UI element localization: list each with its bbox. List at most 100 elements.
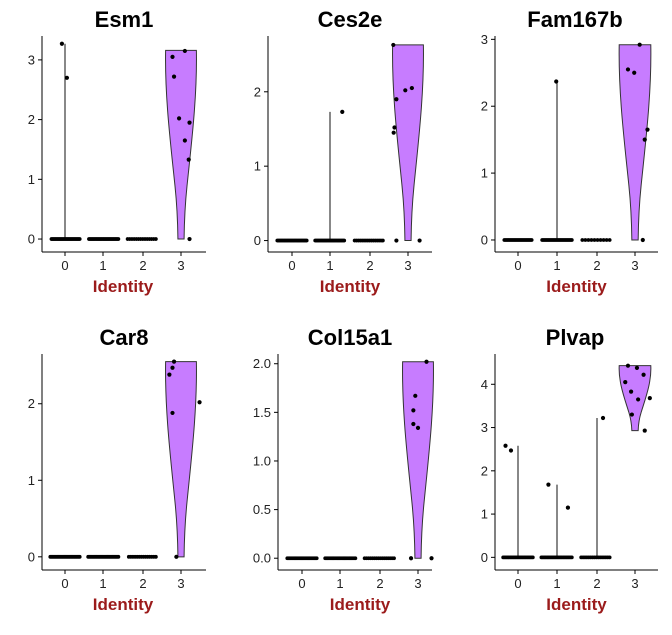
data-point	[647, 396, 652, 401]
panel-ces2e: Ces2e 0 1 2 0 1 2 3 Identity	[254, 7, 432, 296]
data-point	[391, 130, 396, 135]
x-tick-label: 1	[553, 258, 560, 273]
panel-title: Fam167b	[527, 7, 622, 32]
y-tick-label: 1	[481, 507, 488, 522]
data-point	[408, 556, 414, 561]
data-point	[116, 554, 121, 559]
x-tick-label: 3	[631, 258, 638, 273]
x-tick-label: 3	[631, 576, 638, 591]
data-point	[503, 443, 508, 448]
data-point	[380, 238, 385, 243]
x-tick-label: 0	[288, 258, 295, 273]
y-tick-label: 2	[28, 112, 35, 127]
data-point	[636, 397, 641, 402]
data-point	[403, 88, 408, 93]
data-point	[314, 556, 319, 561]
data-point	[353, 556, 358, 561]
y-tick-label: 4	[481, 377, 488, 392]
x-tick-label: 1	[99, 258, 106, 273]
violin-cluster-3	[165, 49, 197, 240]
panel-title: Car8	[100, 325, 149, 350]
data-point	[589, 238, 594, 242]
data-point	[176, 116, 182, 121]
data-point	[640, 237, 645, 243]
data-point	[153, 554, 158, 559]
data-point	[645, 127, 650, 132]
data-point	[391, 42, 396, 48]
x-axis-title: Identity	[320, 277, 381, 296]
y-tick-label: 2	[254, 84, 261, 99]
y-tick-label: 0	[28, 549, 35, 564]
y-tick-label: 2.0	[253, 356, 271, 371]
data-point	[601, 238, 606, 242]
panel-fam167b: Fam167b 0 1 2 3 0 1 2 3 Identity	[481, 7, 658, 296]
y-tick-label: 3	[481, 32, 488, 47]
x-tick-label: 0	[298, 576, 305, 591]
data-point	[641, 372, 646, 377]
x-tick-label: 3	[414, 576, 421, 591]
data-point	[546, 482, 551, 487]
y-tick-label: 1.0	[253, 453, 271, 468]
data-point	[197, 400, 202, 405]
data-point	[77, 554, 82, 559]
data-point	[424, 359, 429, 364]
y-tick-label: 0	[481, 232, 488, 247]
data-point	[642, 137, 647, 142]
data-point	[409, 85, 414, 91]
violin-cluster-3	[392, 44, 424, 242]
panel-title: Esm1	[95, 7, 154, 32]
data-point	[565, 505, 571, 510]
x-tick-label: 2	[593, 576, 600, 591]
panel-title: Plvap	[546, 325, 605, 350]
x-tick-label: 0	[61, 576, 68, 591]
panel-plvap: Plvap 0 1 2 3 4 0 1 2 3 Identity	[481, 325, 658, 614]
x-tick-label: 0	[514, 576, 521, 591]
y-tick-label: 2	[481, 99, 488, 114]
y-tick-label: 0	[28, 232, 35, 247]
x-axis-title: Identity	[93, 277, 154, 296]
data-point	[59, 41, 65, 46]
x-tick-label: 1	[99, 576, 106, 591]
data-point	[554, 79, 559, 84]
x-tick-label: 2	[139, 258, 146, 273]
y-tick-label: 0.0	[253, 551, 271, 566]
data-point	[182, 138, 187, 143]
x-tick-label: 2	[593, 258, 600, 273]
data-point	[417, 238, 422, 243]
x-tick-label: 1	[336, 576, 343, 591]
data-point	[170, 365, 175, 370]
data-point	[629, 389, 634, 394]
violin-cluster-3	[402, 361, 434, 559]
data-point	[170, 410, 175, 416]
data-point	[625, 67, 631, 72]
y-tick-label: 0	[481, 550, 488, 565]
data-point	[411, 408, 416, 413]
y-tick-label: 1	[481, 166, 488, 181]
data-point	[415, 425, 421, 431]
data-point	[530, 555, 535, 560]
violin-cluster-3	[618, 365, 652, 432]
x-tick-label: 0	[61, 258, 68, 273]
data-point	[607, 238, 612, 242]
data-point	[394, 97, 399, 102]
data-point	[304, 238, 309, 243]
panel-title: Ces2e	[318, 7, 383, 32]
x-tick-label: 2	[366, 258, 373, 273]
data-point	[153, 237, 158, 241]
data-point	[642, 428, 647, 433]
panel-col15a1: Col15a1 0.0 0.5 1.0 1.5 2.0 0 1 2 3 Identity	[253, 325, 434, 614]
data-point	[411, 421, 416, 427]
x-tick-label: 1	[553, 576, 560, 591]
y-tick-label: 1.5	[253, 405, 271, 420]
data-point	[187, 236, 192, 242]
y-tick-label: 3	[481, 420, 488, 435]
data-point	[167, 372, 172, 377]
data-point	[569, 238, 574, 242]
x-axis-title: Identity	[546, 277, 607, 296]
y-tick-label: 2	[28, 396, 35, 411]
data-point	[64, 75, 70, 80]
data-point	[174, 554, 179, 559]
data-point	[592, 238, 597, 242]
data-point	[170, 54, 175, 60]
x-axis-title: Identity	[546, 595, 607, 614]
